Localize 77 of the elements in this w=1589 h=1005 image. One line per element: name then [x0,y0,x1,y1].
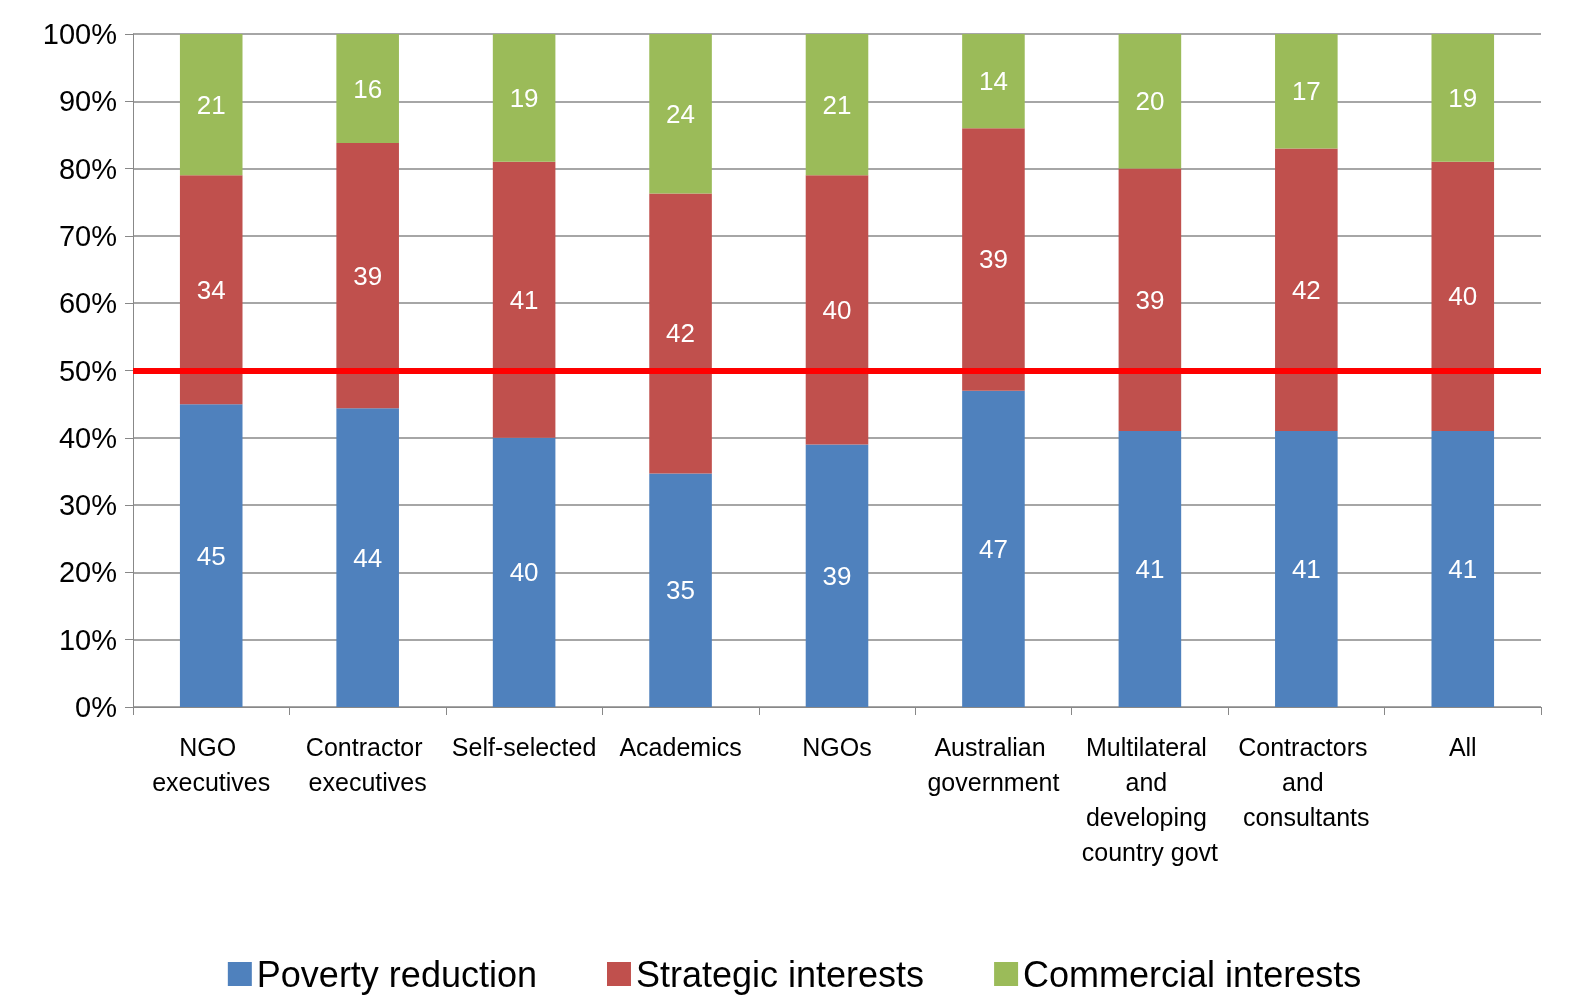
y-tick-label: 10% [58,623,117,656]
data-label: 39 [822,560,852,591]
bar [179,175,243,405]
y-tick-label: 50% [58,354,117,387]
y-tick-label: 100% [42,18,117,50]
bar [805,175,869,445]
data-label: 39 [978,244,1008,275]
x-tick-label: Contractor executives [305,732,430,796]
x-tick-label: Australian government [927,732,1060,796]
bar [649,473,712,707]
data-label: 20 [1135,86,1165,117]
legend-label: Commercial interests [1023,953,1362,995]
data-label: 34 [196,274,226,305]
data-label: 35 [666,575,696,606]
bar [179,404,243,707]
data-label: 42 [666,318,696,349]
bar [1118,168,1182,432]
data-label: 44 [353,542,383,573]
data-label: 45 [196,540,226,571]
bar [1431,34,1495,162]
legend-label: Strategic interests [635,953,925,995]
bar [179,34,243,176]
bar [1275,431,1338,707]
data-label: 16 [353,73,383,104]
bar [1118,431,1182,707]
bar [336,408,399,707]
bar [1431,431,1495,707]
bar [805,444,869,707]
bar [1118,34,1182,169]
y-tick-label: 60% [58,287,117,320]
x-tick-label: All [1448,732,1477,761]
x-tick-label: NGOs [802,732,872,761]
data-label: 19 [509,82,539,113]
bar [492,161,556,438]
bar [1275,148,1338,432]
bar [492,34,556,162]
y-tick-label: 90% [58,85,117,118]
data-label: 40 [1448,281,1478,312]
x-tick-label: Self-selected [451,732,597,761]
data-label: 47 [978,533,1008,564]
data-label: 40 [822,294,852,325]
data-label: 41 [1291,554,1321,585]
bar [336,34,399,144]
x-tick-label: Contractors and consultants [1238,732,1375,831]
data-label: 41 [1135,554,1165,585]
bar [1275,34,1338,149]
bar [962,34,1025,129]
bar [1431,161,1495,432]
y-tick-label: 30% [58,489,117,522]
data-label: 17 [1291,76,1321,107]
y-tick-label: 80% [58,152,117,185]
y-tick-label: 40% [58,421,117,454]
y-tick-label: 0% [75,691,117,723]
data-label: 19 [1448,82,1478,113]
data-label: 21 [822,89,852,120]
bar [492,437,556,707]
y-tick-label: 20% [58,556,117,589]
x-tick-label: Multilateral and developing country govt [1081,732,1219,866]
data-label: 39 [1135,284,1165,315]
bar [649,34,712,194]
bar [962,128,1025,391]
data-label: 24 [666,98,696,129]
y-tick-label: 70% [58,219,117,252]
data-label: 41 [1448,554,1478,585]
x-tick-label: NGO executives [152,732,271,796]
legend-label: Poverty reduction [256,953,537,995]
data-label: 14 [978,66,1008,97]
bar [805,34,869,176]
bar [649,193,712,474]
bar [962,390,1025,707]
bar [336,143,399,409]
x-tick-label: Academics [619,732,742,761]
data-label: 21 [196,89,226,120]
data-label: 42 [1291,274,1321,305]
data-label: 40 [509,557,539,588]
data-label: 39 [353,260,383,291]
data-label: 41 [509,284,539,315]
